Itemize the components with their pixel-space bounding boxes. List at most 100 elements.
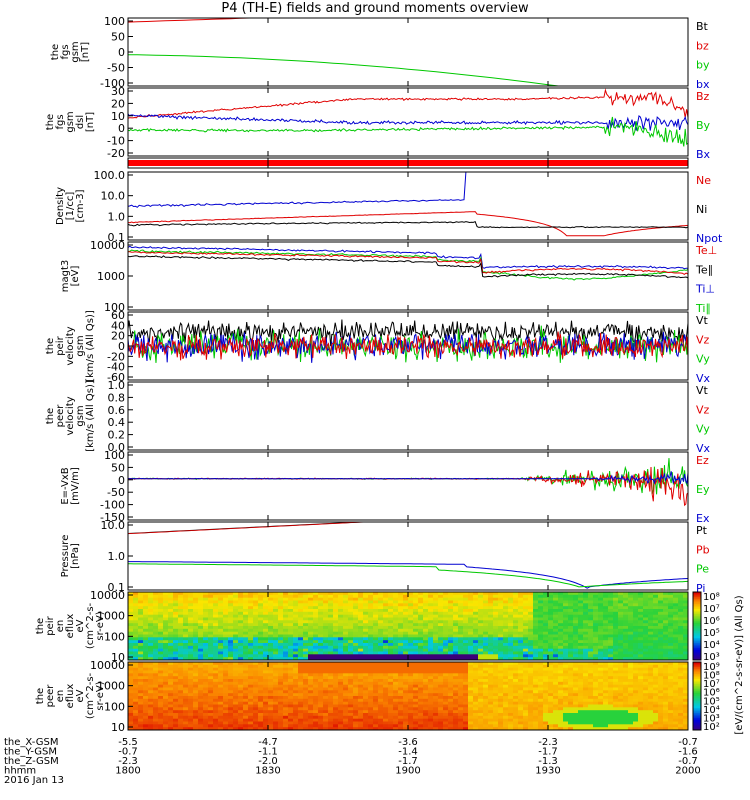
series-Vz-line (128, 331, 688, 361)
y-axis-label: the fgs gsm dsl [nT] (45, 111, 96, 132)
legend-label: Ex (696, 512, 710, 525)
y-axis-label-line: en (55, 620, 66, 633)
y-axis-label-line: [km/s (All Qs)] (85, 380, 96, 452)
y-axis-label-line: gsm (65, 111, 76, 132)
y-axis-label-line: eV (75, 619, 86, 632)
y-axis-label-line: peer (55, 404, 66, 428)
y-tick-label: 40 (111, 319, 125, 332)
y-axis-label-line: the (45, 408, 56, 424)
y-axis-label: the peir en eflux eV (cm^2-s-sr-eV) (35, 602, 106, 649)
footer-value: -1.6 (678, 747, 698, 758)
footer-value: -1.3 (538, 756, 558, 767)
colorbar-tick-label: 10⁵ (703, 696, 720, 707)
y-axis-label-line: Density (55, 187, 66, 225)
y-tick-label: 0.0 (108, 441, 126, 454)
footer-row-label: hhmm (4, 766, 36, 777)
footer-value: 1930 (535, 766, 560, 777)
legend-label: Ez (696, 454, 709, 467)
y-tick-label: -60 (107, 371, 125, 384)
series-Bx-line (128, 113, 688, 131)
colorbar-tick-label: 10³ (703, 652, 720, 663)
y-axis-label-line: [nPa] (70, 543, 81, 569)
legend-label: Vx (696, 442, 711, 455)
series-Te-par-line (128, 255, 688, 279)
legend-label: Pe (696, 563, 709, 576)
y-tick-label: 0.8 (108, 391, 126, 404)
legend-label: by (696, 59, 710, 72)
y-tick-label: 0.6 (108, 404, 126, 417)
series-Vx-line (128, 331, 688, 363)
colorbar-tick-label: 10⁴ (703, 705, 720, 716)
y-tick-label: -40 (107, 361, 125, 374)
legend-label: Vx (696, 372, 711, 385)
footer-row-label: the_Y-GSM (4, 747, 57, 758)
legend-label: Vz (696, 403, 710, 416)
y-tick-label: 100 (104, 630, 125, 643)
y-axis-label: the peer en eflux eV (cm^2-s-sr-eV) (35, 672, 106, 719)
series-Ni-line (128, 221, 688, 229)
y-axis-label-line: the (35, 688, 46, 704)
y-axis-label: the peer velocity gsm [km/s (All Qs)] (45, 380, 96, 452)
legend-label: Ti⊥ (695, 283, 715, 296)
footer-value: -2.3 (538, 737, 558, 748)
series-Ti-perp-line (128, 245, 688, 270)
legend-label: Vy (696, 353, 710, 366)
legend-label: Te⊥ (695, 244, 717, 257)
y-axis-label-line: gsm (75, 405, 86, 426)
series-Npot-line (128, 172, 472, 208)
legend-label: Npot (696, 232, 723, 245)
y-tick-label: -150 (100, 511, 125, 524)
y-axis-label: E=-VxB [mV/m] (60, 467, 81, 505)
y-axis-label-line: velocity (65, 396, 76, 435)
series-Bz-line (128, 88, 688, 119)
colorbar (692, 591, 702, 661)
legend-label: Bt (696, 20, 709, 33)
y-axis-label-line: peer (45, 684, 56, 708)
legend-label: Pt (696, 524, 708, 537)
series-Pe-line (128, 563, 688, 588)
footer-value: -3.6 (398, 737, 418, 748)
footer-value: -0.7 (678, 756, 698, 767)
legend-label: bz (696, 39, 709, 52)
panel-frame (127, 171, 689, 241)
y-tick-label: 0.1 (108, 231, 126, 244)
colorbar-tick-label: 10⁸ (703, 671, 720, 682)
y-tick-label: 20 (111, 97, 125, 110)
y-axis-label-line: fgs (55, 114, 66, 129)
footer-value: -1.7 (538, 747, 558, 758)
y-tick-label: 10.0 (101, 519, 126, 532)
y-tick-label: 0.4 (108, 416, 126, 429)
legend-label: Bx (696, 148, 711, 161)
legend-label: Vz (696, 333, 710, 346)
footer-row-label: the_X-GSM (4, 737, 58, 748)
y-tick-label: -100 (100, 77, 125, 90)
y-tick-label: 10000 (90, 589, 125, 602)
y-tick-label: 1.0 (108, 379, 126, 392)
y-tick-label: 10 (111, 110, 125, 123)
legend-label: Vt (696, 314, 709, 327)
y-axis-label-line: the (35, 618, 46, 634)
footer-value: -1.4 (398, 747, 418, 758)
legend-label: Ey (696, 483, 710, 496)
y-tick-label: 0.2 (108, 429, 126, 442)
legend-label: Ne (696, 174, 711, 187)
y-tick-label: 60 (111, 309, 125, 322)
colorbar-tick-label: 10⁴ (703, 640, 720, 651)
page-title: P4 (TH-E) fields and ground moments over… (221, 1, 529, 16)
y-tick-label: 100 (104, 449, 125, 462)
y-axis-label-line: peir (55, 335, 66, 355)
y-tick-label: 0 (118, 474, 125, 487)
y-tick-label: 100 (104, 301, 125, 314)
series-bz-line (128, 18, 265, 23)
series-Ti-par-line (128, 249, 688, 281)
panel-frame (127, 87, 689, 157)
series-by-line (128, 54, 562, 86)
y-tick-label: 100.0 (94, 169, 126, 182)
legend-label: bx (696, 78, 710, 91)
y-tick-label: 50 (111, 461, 125, 474)
footer-row-label: 2016 Jan 13 (4, 775, 64, 786)
y-axis-label-line: fgs (60, 44, 71, 59)
y-tick-label: -20 (107, 147, 125, 160)
y-axis-label-line: [km/s (All Qs)] (85, 310, 96, 382)
series-By-line (128, 116, 688, 147)
